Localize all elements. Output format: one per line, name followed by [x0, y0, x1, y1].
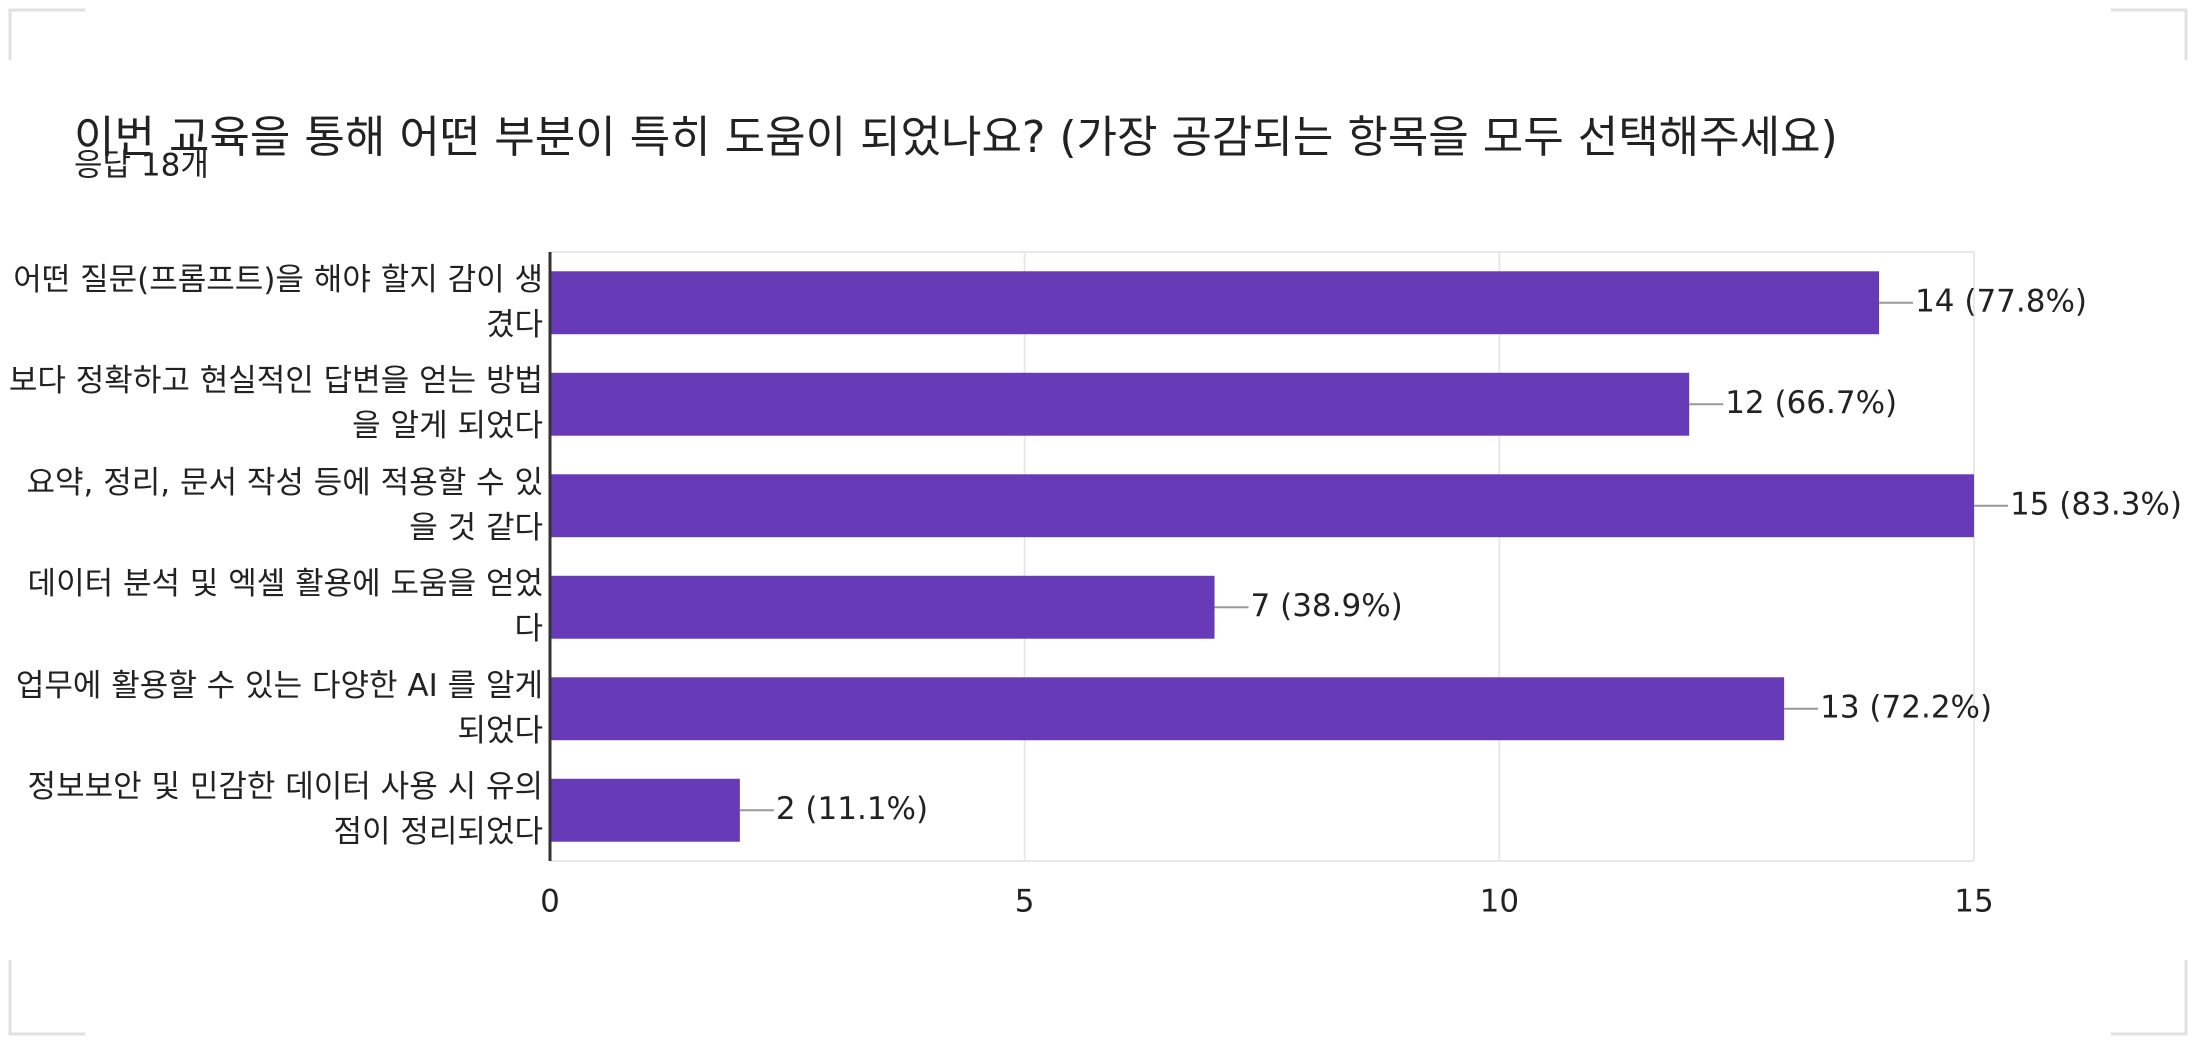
category-label-box: 보다 정확하고 현실적인 답변을 얻는 방법을 알게 되었다 [8, 363, 543, 445]
bar [550, 271, 1880, 335]
y-tick-label: 정보보안 및 민감한 데이터 사용 시 유의점이 정리되었다 [27, 769, 543, 851]
x-tick-label: 0 [540, 884, 560, 920]
category-label-box: 요약, 정리, 문서 작성 등에 적용할 수 있을 것 같다 [26, 464, 544, 546]
bar [550, 778, 740, 842]
bar [550, 474, 1974, 538]
value-label: 12 (66.7%) [1725, 385, 1897, 421]
corner-brackets [8, 8, 2188, 1036]
y-tick-label: 요약, 정리, 문서 작성 등에 적용할 수 있을 것 같다 [26, 464, 544, 546]
value-label: 2 (11.1%) [776, 791, 928, 827]
bar [550, 575, 1215, 639]
bar [550, 677, 1785, 741]
y-tick-label: 업무에 활용할 수 있는 다양한 AI 를 알게 되었다 [15, 667, 543, 749]
value-label: 7 (38.9%) [1251, 588, 1403, 624]
x-tick-label: 15 [1954, 884, 1993, 920]
category-label-box: 어떤 질문(프롬프트)을 해야 할지 감이 생겼다 [13, 261, 543, 343]
chart-subtitle: 응답 18개 [74, 148, 209, 184]
y-tick-label: 보다 정확하고 현실적인 답변을 얻는 방법을 알게 되었다 [8, 363, 543, 445]
bar [550, 372, 1690, 436]
x-tick-label: 10 [1480, 884, 1519, 920]
category-label-box: 데이터 분석 및 엑셀 활용에 도움을 얻었다 [27, 566, 543, 648]
y-tick-label: 어떤 질문(프롬프트)을 해야 할지 감이 생겼다 [13, 261, 543, 343]
value-label: 13 (72.2%) [1820, 689, 1992, 725]
value-label: 15 (83.3%) [2010, 486, 2182, 522]
y-tick-label: 데이터 분석 및 엑셀 활용에 도움을 얻었다 [27, 566, 543, 648]
category-label-box: 정보보안 및 민감한 데이터 사용 시 유의점이 정리되었다 [27, 769, 543, 851]
chart-title: 이번 교육을 통해 어떤 부분이 특히 도움이 되었나요? (가장 공감되는 항… [74, 112, 1838, 163]
x-tick-label: 5 [1015, 884, 1035, 920]
category-label-box: 업무에 활용할 수 있는 다양한 AI 를 알게 되었다 [15, 667, 543, 749]
value-label: 14 (77.8%) [1915, 283, 2087, 319]
